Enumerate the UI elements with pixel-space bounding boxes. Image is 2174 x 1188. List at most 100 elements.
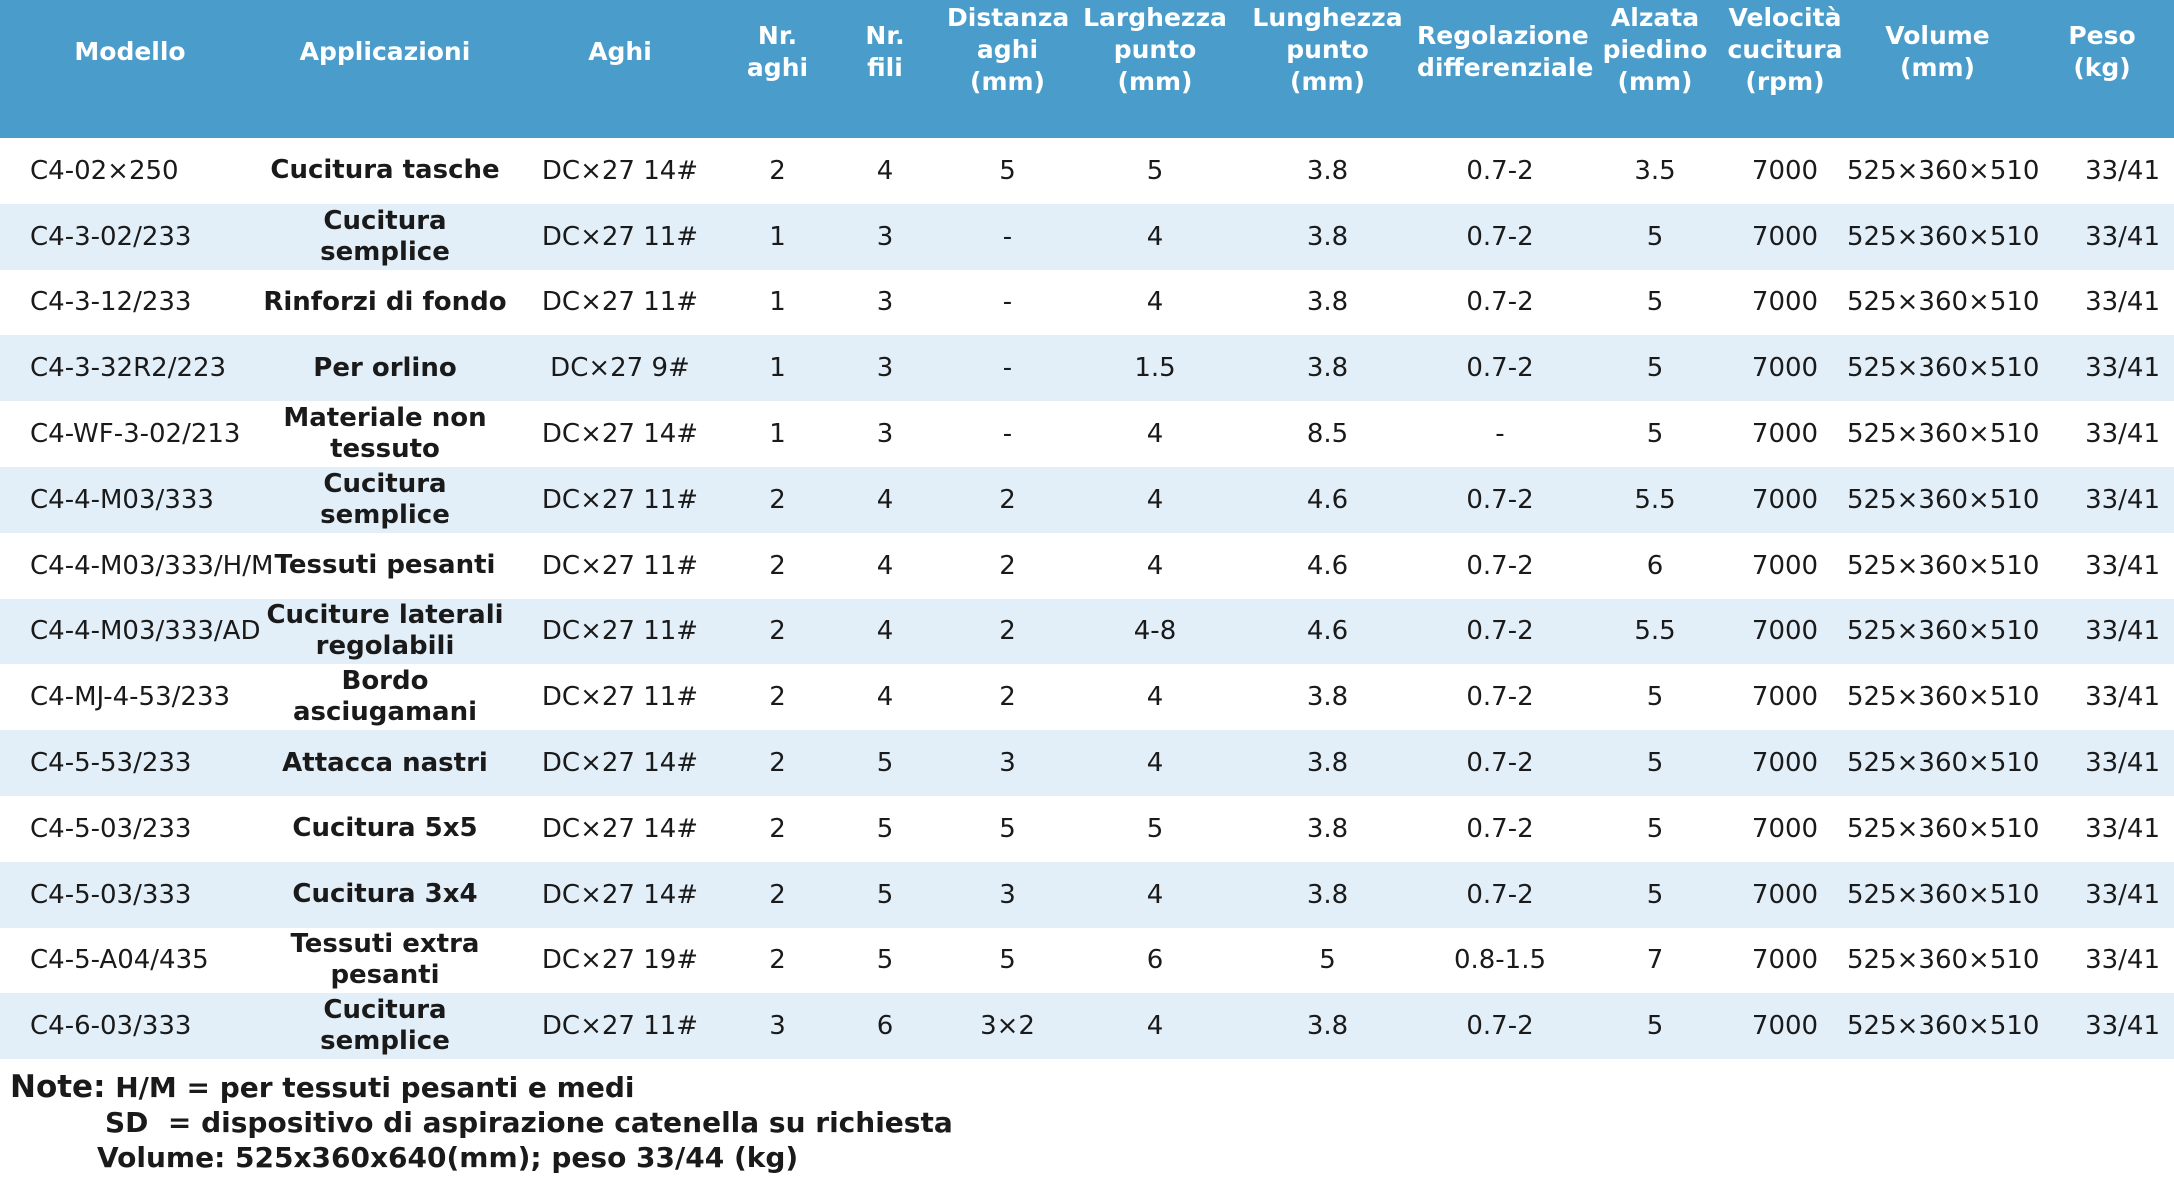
cell-peso: 33/41: [2030, 401, 2174, 467]
cell-distanza-aghi: 5: [945, 795, 1070, 862]
cell-alzata-piedino: 5: [1585, 401, 1725, 467]
cell-volume: 525×360×510: [1845, 730, 2039, 796]
table-header-row: Modello Applicazioni Aghi Nr. aghi Nr. f…: [0, 0, 2174, 138]
cell-nr-aghi: 2: [730, 664, 825, 731]
cell-alzata-piedino: 5: [1585, 203, 1725, 270]
cell-volume: 525×360×510: [1845, 335, 2039, 402]
cell-applicazioni: Cucitura semplice: [260, 466, 510, 533]
cell-distanza-aghi: 2: [945, 664, 1070, 731]
cell-nr-fili: 5: [825, 795, 945, 862]
cell-lunghezza-punto: 4.6: [1240, 466, 1415, 533]
cell-alzata-piedino: 5: [1585, 730, 1725, 796]
cell-regolazione: 0.7-2: [1415, 993, 1585, 1060]
cell-nr-fili: 3: [825, 269, 945, 336]
table-row: C4-4-M03/333/H/M Tessuti pesanti DC×27 11#…: [0, 532, 2174, 599]
table-row: C4-3-12/233 Rinforzi di fondo DC×27 11# 1 3-…: [0, 269, 2174, 336]
cell-alzata-piedino: 5: [1585, 861, 1725, 928]
cell-nr-fili: 6: [825, 993, 945, 1060]
cell-lunghezza-punto: 8.5: [1240, 401, 1415, 467]
table-row: C4-5-03/233 Cucitura 5x5 DC×27 14# 2 5 5 5 3.8 0…: [0, 795, 2174, 862]
cell-lunghezza-punto: 3.8: [1240, 269, 1415, 336]
cell-nr-fili: 4: [825, 138, 945, 204]
cell-nr-aghi: 1: [730, 335, 825, 402]
table-row: C4-MJ-4-53/233 Bordo asciugamani DC×27 11#…: [0, 664, 2174, 731]
cell-aghi: DC×27 14#: [510, 795, 730, 862]
header-applicazioni: Applicazioni: [260, 0, 510, 138]
cell-modello: C4-3-02/233: [0, 203, 260, 270]
cell-lunghezza-punto: 3.8: [1240, 138, 1415, 204]
cell-lunghezza-punto: 3.8: [1240, 335, 1415, 402]
cell-nr-aghi: 2: [730, 466, 825, 533]
cell-lunghezza-punto: 4.6: [1240, 532, 1415, 599]
cell-aghi: DC×27 11#: [510, 466, 730, 533]
cell-peso: 33/41: [2030, 203, 2174, 270]
header-larghezza-punto: Larghezza punto (mm): [1070, 0, 1240, 138]
table-row: C4-3-02/233 Cucitura semplice DC×27 11# 1 3-…: [0, 203, 2174, 270]
cell-aghi: DC×27 11#: [510, 269, 730, 336]
table-row: C4-WF-3-02/213 Materiale non tessuto DC×27…: [0, 401, 2174, 467]
cell-velocita: 7000: [1725, 795, 1845, 862]
cell-regolazione: 0.7-2: [1415, 795, 1585, 862]
cell-aghi: DC×27 14#: [510, 138, 730, 204]
note-line: SD = dispositivo di aspirazione catenell…: [105, 1106, 953, 1139]
table-row: C4-4-M03/333/AD Cuciture laterali regolab…: [0, 598, 2174, 665]
cell-modello: C4-5-03/233: [0, 795, 260, 862]
cell-larghezza-punto: 1.5: [1070, 335, 1240, 402]
cell-lunghezza-punto: 5: [1240, 927, 1415, 994]
header-distanza-aghi: Distanza aghi (mm): [945, 0, 1070, 138]
cell-nr-aghi: 3: [730, 993, 825, 1060]
notes-section: Note: H/M = per tessuti pesanti e medi S…: [10, 1070, 953, 1175]
cell-regolazione: -: [1415, 401, 1585, 467]
cell-applicazioni: Cucitura semplice: [260, 203, 510, 270]
cell-nr-aghi: 2: [730, 532, 825, 599]
cell-nr-fili: 4: [825, 664, 945, 731]
cell-peso: 33/41: [2030, 795, 2174, 862]
cell-peso: 33/41: [2030, 269, 2174, 336]
header-nr-fili: Nr. fili: [825, 0, 945, 138]
cell-distanza-aghi: -: [945, 401, 1070, 467]
cell-alzata-piedino: 5: [1585, 269, 1725, 336]
table-row: C4-02×250 Cucitura tasche DC×27 14# 2 4 5 5 3.8…: [0, 138, 2174, 204]
cell-velocita: 7000: [1725, 861, 1845, 928]
cell-regolazione: 0.7-2: [1415, 203, 1585, 270]
cell-volume: 525×360×510: [1845, 532, 2039, 599]
cell-larghezza-punto: 4: [1070, 401, 1240, 467]
cell-regolazione: 0.8-1.5: [1415, 927, 1585, 994]
header-alzata-piedino: Alzata piedino (mm): [1585, 0, 1725, 138]
cell-volume: 525×360×510: [1845, 993, 2039, 1060]
cell-modello: C4-MJ-4-53/233: [0, 664, 260, 731]
cell-velocita: 7000: [1725, 598, 1845, 665]
cell-alzata-piedino: 5: [1585, 664, 1725, 731]
cell-distanza-aghi: 5: [945, 927, 1070, 994]
cell-applicazioni: Cucitura semplice: [260, 993, 510, 1060]
cell-larghezza-punto: 5: [1070, 795, 1240, 862]
cell-velocita: 7000: [1725, 203, 1845, 270]
cell-regolazione: 0.7-2: [1415, 861, 1585, 928]
cell-aghi: DC×27 14#: [510, 730, 730, 796]
cell-volume: 525×360×510: [1845, 795, 2039, 862]
cell-alzata-piedino: 5.5: [1585, 598, 1725, 665]
cell-modello: C4-5-A04/435: [0, 927, 260, 994]
cell-velocita: 7000: [1725, 993, 1845, 1060]
cell-nr-aghi: 2: [730, 138, 825, 204]
cell-volume: 525×360×510: [1845, 861, 2039, 928]
cell-aghi: DC×27 14#: [510, 401, 730, 467]
cell-nr-fili: 5: [825, 927, 945, 994]
cell-larghezza-punto: 5: [1070, 138, 1240, 204]
cell-velocita: 7000: [1725, 730, 1845, 796]
cell-nr-fili: 3: [825, 335, 945, 402]
cell-nr-aghi: 2: [730, 927, 825, 994]
cell-peso: 33/41: [2030, 138, 2174, 204]
cell-lunghezza-punto: 3.8: [1240, 861, 1415, 928]
cell-lunghezza-punto: 3.8: [1240, 795, 1415, 862]
cell-velocita: 7000: [1725, 532, 1845, 599]
cell-nr-fili: 4: [825, 532, 945, 599]
cell-velocita: 7000: [1725, 269, 1845, 336]
cell-regolazione: 0.7-2: [1415, 335, 1585, 402]
cell-volume: 525×360×510: [1845, 664, 2039, 731]
cell-velocita: 7000: [1725, 466, 1845, 533]
cell-nr-aghi: 2: [730, 730, 825, 796]
notes-label: Note:: [10, 1069, 106, 1105]
cell-applicazioni: Cucitura 3x4: [260, 861, 510, 928]
